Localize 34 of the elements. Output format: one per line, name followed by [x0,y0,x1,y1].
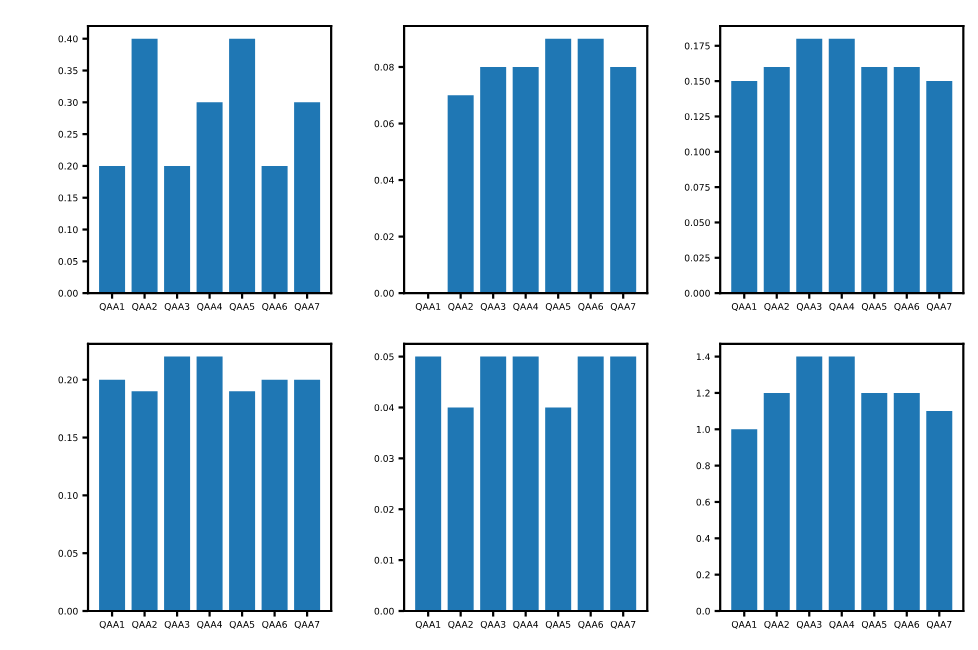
bar [261,379,288,611]
bar [763,392,790,611]
bar [893,66,920,294]
bar [796,356,823,611]
bar [861,66,888,294]
bar [447,95,474,294]
bar [229,38,256,294]
bar [796,38,823,294]
bar [893,392,920,611]
bar [480,66,507,294]
bar [926,81,953,294]
bar [828,356,855,611]
bar [828,38,855,294]
bar [196,356,223,611]
bar [261,165,288,294]
bar [196,102,223,294]
bar [861,392,888,611]
bar [164,165,191,294]
bar [731,429,758,611]
bar [512,66,539,294]
bar [131,38,158,294]
bar [294,102,321,294]
bar [545,38,572,294]
bar [294,379,321,611]
bar [731,81,758,294]
bar [577,38,604,294]
bar [99,379,126,611]
bar [610,66,637,294]
bar [926,411,953,611]
bar [131,391,158,611]
bar [763,66,790,294]
bar [164,356,191,611]
bar [229,391,256,611]
bar [99,165,126,294]
